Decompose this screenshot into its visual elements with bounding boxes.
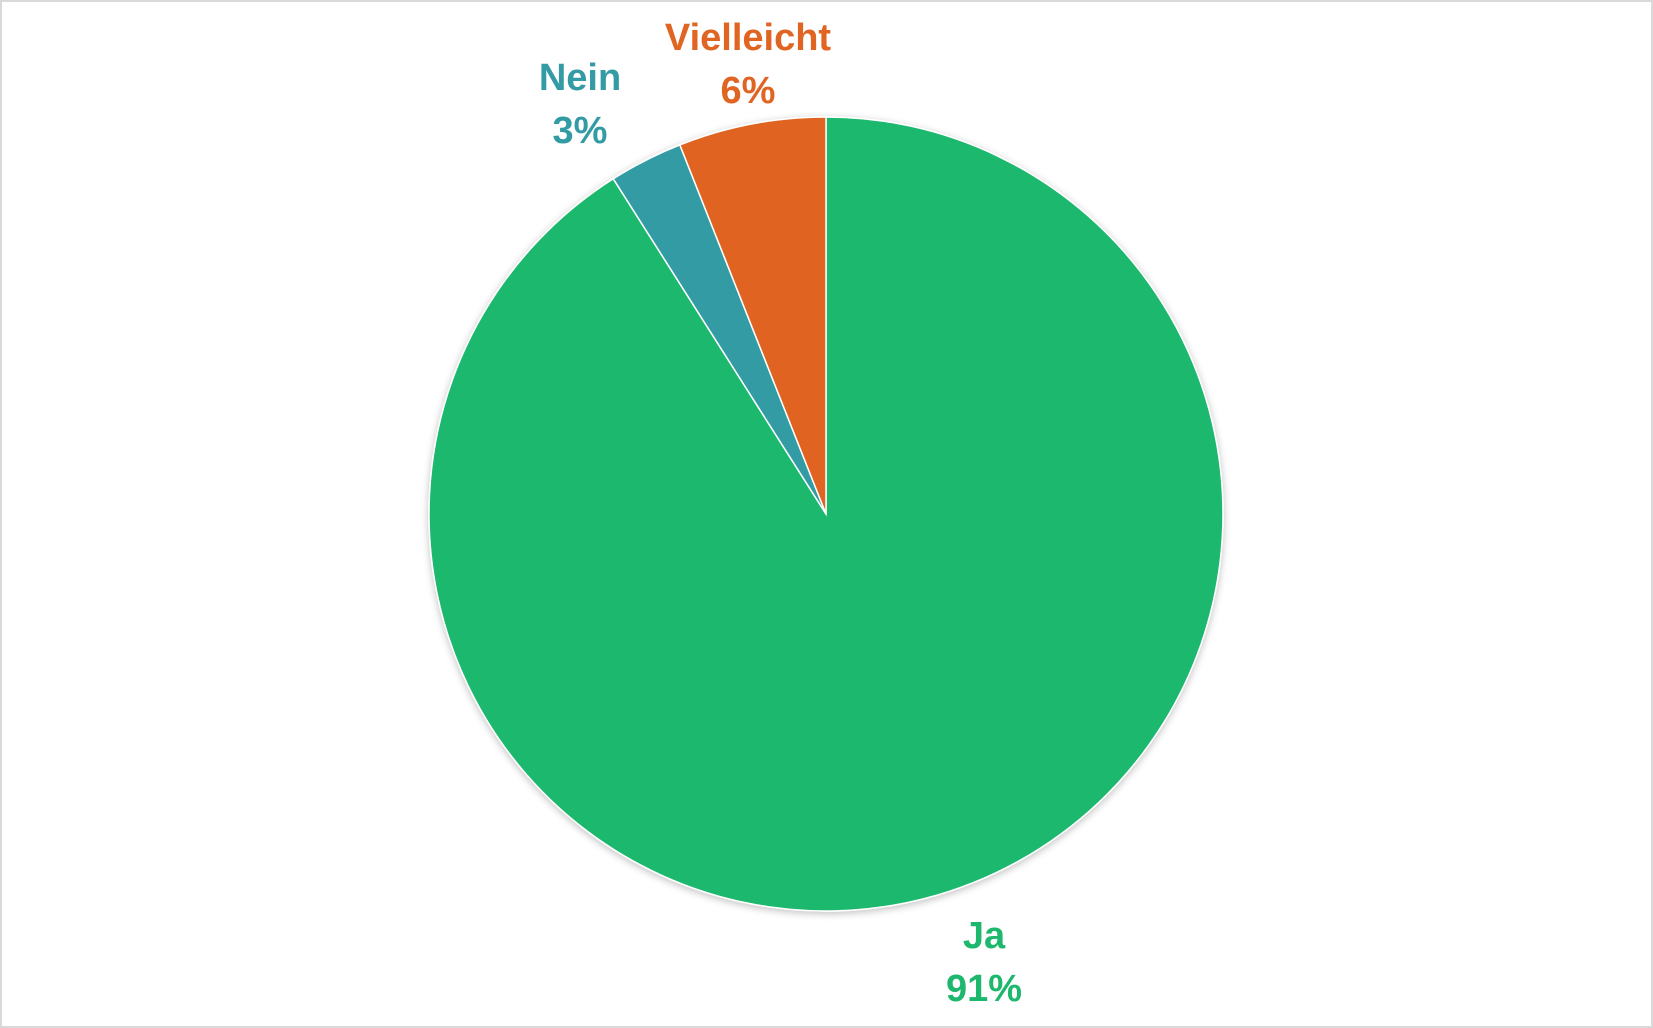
- data-label-value-nein: 3%: [553, 110, 608, 152]
- data-label-name-vielleicht: Vielleicht: [665, 17, 832, 59]
- data-label-name-nein: Nein: [539, 57, 621, 99]
- data-label-value-ja: 91%: [946, 968, 1022, 1010]
- pie-slice-vielleicht: [678, 116, 827, 515]
- data-label-value-vielleicht: 6%: [721, 70, 776, 112]
- data-label-name-ja: Ja: [963, 915, 1006, 957]
- pie-slices: [428, 116, 1224, 912]
- pie-data-labels: Ja 91% Nein 3% Vielleicht 6%: [539, 17, 1022, 1010]
